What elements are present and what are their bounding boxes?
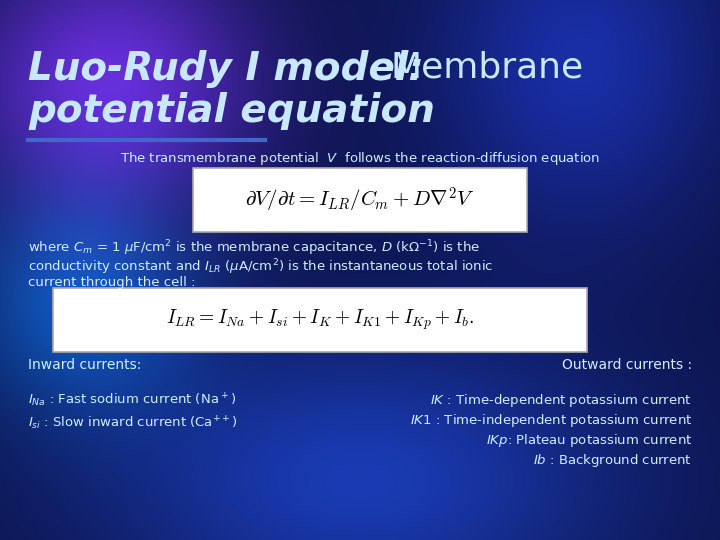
Text: $Ib$ : Background current: $Ib$ : Background current <box>534 452 692 469</box>
FancyBboxPatch shape <box>193 168 527 232</box>
Text: $IKp$: Plateau potassium current: $IKp$: Plateau potassium current <box>485 432 692 449</box>
Text: current through the cell :: current through the cell : <box>28 276 196 289</box>
Text: Outward currents :: Outward currents : <box>562 358 692 372</box>
Text: The transmembrane potential  $V$  follows the reaction-diffusion equation: The transmembrane potential $V$ follows … <box>120 150 600 167</box>
Text: Inward currents:: Inward currents: <box>28 358 141 372</box>
Text: Luo-Rudy I model:: Luo-Rudy I model: <box>28 50 424 88</box>
Text: conductivity constant and $I_{LR}$ ($\mu$A/cm$^2$) is the instantaneous total io: conductivity constant and $I_{LR}$ ($\mu… <box>28 257 493 276</box>
Text: $I_{LR} = I_{Na} + I_{si} + I_K + I_{K1} + I_{Kp} + I_b.$: $I_{LR} = I_{Na} + I_{si} + I_K + I_{K1}… <box>166 308 474 332</box>
Text: potential equation: potential equation <box>28 92 435 130</box>
Text: $IK$ : Time-dependent potassium current: $IK$ : Time-dependent potassium current <box>430 392 692 409</box>
FancyBboxPatch shape <box>53 288 587 352</box>
Text: $IK1$ : Time-independent potassium current: $IK1$ : Time-independent potassium curre… <box>410 412 692 429</box>
Text: Membrane: Membrane <box>390 50 583 84</box>
Text: $I_{si}$ : Slow inward current (Ca$^{++}$): $I_{si}$ : Slow inward current (Ca$^{++}… <box>28 415 238 433</box>
Text: where $C_m$ = 1 $\mu$F/cm$^2$ is the membrane capacitance, $D$ (k$\Omega^{-1}$) : where $C_m$ = 1 $\mu$F/cm$^2$ is the mem… <box>28 238 480 258</box>
Text: $\partial V / \partial t = I_{LR}/C_m + D\nabla^2 V$: $\partial V / \partial t = I_{LR}/C_m + … <box>245 185 475 214</box>
Text: $I_{Na}$ : Fast sodium current (Na$^+$): $I_{Na}$ : Fast sodium current (Na$^+$) <box>28 392 236 409</box>
